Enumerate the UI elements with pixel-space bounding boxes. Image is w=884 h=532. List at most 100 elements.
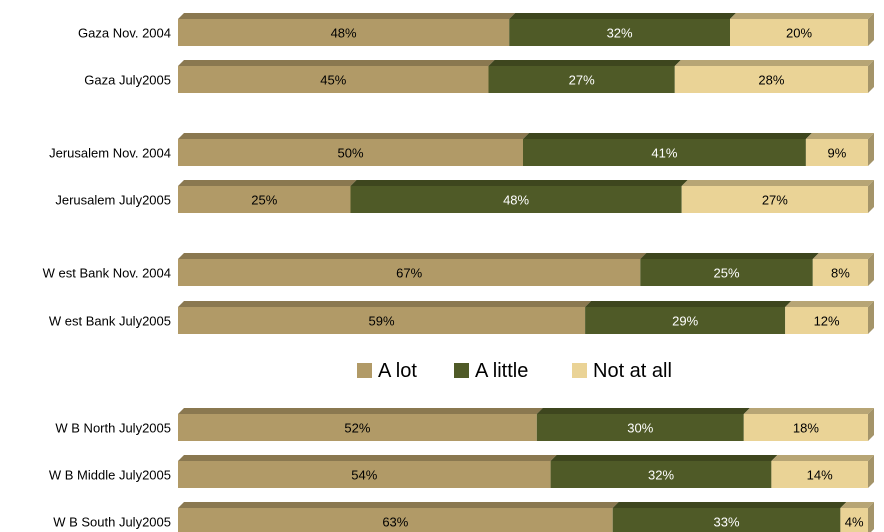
- bar-segment-top: [350, 180, 688, 186]
- category-label: W est Bank Nov. 2004: [43, 266, 171, 281]
- data-label: 18%: [793, 421, 819, 436]
- bar-segment: [812, 259, 868, 286]
- data-label: 67%: [396, 266, 422, 281]
- legend-swatch: [454, 363, 469, 378]
- data-label: 20%: [786, 26, 812, 41]
- bar-segment: [771, 461, 868, 488]
- bar-segment: [178, 307, 586, 334]
- bar-segment-top: [178, 133, 529, 139]
- bar-side: [868, 502, 874, 532]
- bar-segment-top: [743, 408, 874, 414]
- data-label: 27%: [569, 73, 595, 88]
- bar-segment: [509, 19, 730, 46]
- legend-label: Not at all: [593, 360, 672, 382]
- bar-segment: [743, 414, 868, 441]
- bar-segment: [550, 461, 772, 488]
- bar-segment: [350, 186, 682, 213]
- legend: A lot A little Not at all: [357, 360, 672, 382]
- legend-label: A little: [475, 360, 528, 382]
- data-label: 59%: [369, 314, 395, 329]
- bar-segment-top: [840, 502, 874, 508]
- bar-segment-top: [805, 133, 874, 139]
- data-label: 33%: [714, 515, 740, 530]
- bar-segment-top: [730, 13, 874, 19]
- data-label: 12%: [814, 314, 840, 329]
- bar-group: Jerusalem Nov. 2004 50% 41% 9%: [49, 133, 874, 166]
- bar-segment: [674, 66, 868, 93]
- data-label: 52%: [344, 421, 370, 436]
- data-label: 28%: [758, 73, 784, 88]
- data-label: 25%: [714, 266, 740, 281]
- bar-segment: [178, 508, 613, 532]
- bar-segment: [488, 66, 675, 93]
- bar-segment: [178, 19, 510, 46]
- bar-segment: [178, 66, 489, 93]
- bar-segment-top: [785, 301, 874, 307]
- bar-segment: [178, 186, 351, 213]
- data-label: 30%: [627, 421, 653, 436]
- bar-segment-top: [488, 60, 681, 66]
- bar-segment-top: [812, 253, 874, 259]
- bar-side: [868, 301, 874, 334]
- bar-group: W est Bank Nov. 2004 67% 25% 8%: [43, 253, 874, 286]
- bar-group: Gaza July2005 45% 27% 28%: [84, 60, 874, 93]
- bar-segment-top: [178, 180, 357, 186]
- bar-segment-top: [550, 455, 778, 461]
- bar-segment: [730, 19, 868, 46]
- category-label: W B South July2005: [53, 515, 171, 530]
- bar-group: Gaza Nov. 2004 48% 32% 20%: [78, 13, 874, 46]
- data-label: 25%: [251, 193, 277, 208]
- category-label: W B North July2005: [55, 421, 171, 436]
- bar-segment: [681, 186, 868, 213]
- bar-side: [868, 253, 874, 286]
- data-label: 48%: [503, 193, 529, 208]
- data-label: 63%: [382, 515, 408, 530]
- bar-side: [868, 60, 874, 93]
- bar-segment-top: [178, 301, 592, 307]
- bar-segment-top: [178, 60, 495, 66]
- bar-group: W est Bank July2005 59% 29% 12%: [49, 301, 874, 334]
- data-label: 48%: [331, 26, 357, 41]
- data-label: 8%: [831, 266, 850, 281]
- bar-segment-top: [771, 455, 874, 461]
- data-label: 9%: [828, 146, 847, 161]
- category-label: W est Bank July2005: [49, 314, 171, 329]
- bar-group: W B Middle July2005 54% 32% 14%: [49, 455, 874, 488]
- bar-segment-top: [681, 180, 874, 186]
- legend-swatch: [572, 363, 587, 378]
- bar-segment-top: [585, 301, 792, 307]
- data-label: 4%: [845, 515, 864, 530]
- bar-segment: [640, 259, 813, 286]
- legend-swatch: [357, 363, 372, 378]
- bar-side: [868, 408, 874, 441]
- bar-group: Jerusalem July2005 25% 48% 27%: [55, 180, 874, 213]
- category-label: Jerusalem Nov. 2004: [49, 146, 171, 161]
- data-label: 54%: [351, 468, 377, 483]
- bar-segment-top: [536, 408, 750, 414]
- bar-segment: [523, 139, 806, 166]
- bar-segment-top: [178, 502, 619, 508]
- bar-segment-top: [178, 253, 647, 259]
- bar-segment-top: [178, 455, 557, 461]
- legend-label: A lot: [378, 360, 417, 382]
- category-label: Gaza July2005: [84, 73, 171, 88]
- bar-segment: [805, 139, 868, 166]
- data-label: 32%: [607, 26, 633, 41]
- bar-segment: [178, 414, 537, 441]
- bar-segment: [178, 139, 523, 166]
- bar-segment-top: [640, 253, 819, 259]
- bar-side: [868, 133, 874, 166]
- bar-segment: [536, 414, 744, 441]
- data-label: 41%: [651, 146, 677, 161]
- category-label: Jerusalem July2005: [55, 193, 171, 208]
- bar-segment-top: [612, 502, 847, 508]
- bar-segment-top: [523, 133, 812, 139]
- data-label: 50%: [337, 146, 363, 161]
- bar-segment: [612, 508, 841, 532]
- bar-segment: [178, 461, 551, 488]
- bar-side: [868, 13, 874, 46]
- category-label: W B Middle July2005: [49, 468, 171, 483]
- bar-side: [868, 180, 874, 213]
- bar-segment: [585, 307, 786, 334]
